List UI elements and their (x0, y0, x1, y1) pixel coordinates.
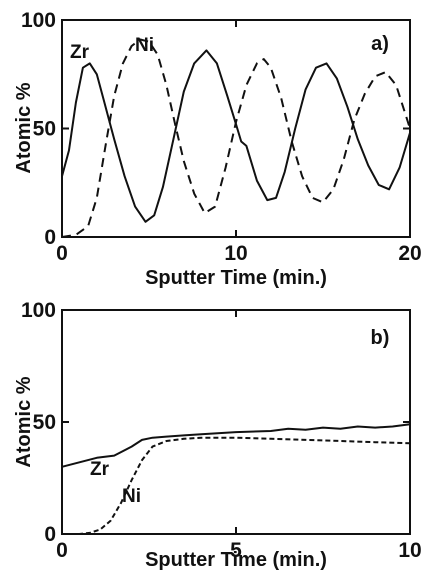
panel-a: 0 50 100 0 10 20 a) Atomic % Sputter Time (mi… (13, 9, 421, 289)
y-axis-label-a: Atomic % (13, 82, 35, 173)
series-line-zr-a (61, 49, 411, 223)
panel-tag-b: b) (371, 327, 390, 349)
x-tick-label-b-10: 10 (398, 539, 421, 562)
x-axis-label-b: Sputter Time (min.) (145, 549, 327, 571)
plot-frame-b (61, 309, 411, 535)
y-tick-label-a-0: 0 (44, 226, 56, 249)
series-line-ni-a (61, 38, 411, 238)
x-axis-label-a: Sputter Time (min.) (145, 267, 327, 289)
series-label-ni-a: Ni (135, 35, 154, 56)
x-tick-label-a-20: 20 (398, 242, 421, 265)
x-tick-label-a-10: 10 (224, 242, 247, 265)
x-tick-label-a-0: 0 (56, 242, 68, 265)
x-tick-label-b-0: 0 (56, 539, 68, 562)
series-line-zr-b (61, 423, 411, 468)
x-tick-label-b-5: 5 (230, 539, 242, 562)
y-tick-label-a-50: 50 (33, 118, 56, 141)
y-tick-label-b-50: 50 (33, 411, 56, 434)
series-line-ni-b (62, 436, 411, 535)
panel-tag-a: a) (371, 33, 389, 55)
y-tick-label-b-100: 100 (21, 299, 56, 322)
y-tick-label-a-100: 100 (21, 9, 56, 32)
series-label-ni-b: Ni (122, 486, 141, 507)
y-tick-label-b-0: 0 (44, 523, 56, 546)
series-label-zr-b: Zr (90, 459, 110, 480)
panel-b: 0 50 100 0 5 10 b) Atomic % Sputter Time (min… (13, 299, 421, 571)
y-axis-label-b: Atomic % (13, 376, 35, 467)
plot-frame-a (61, 19, 411, 238)
series-label-zr-a: Zr (70, 42, 90, 63)
